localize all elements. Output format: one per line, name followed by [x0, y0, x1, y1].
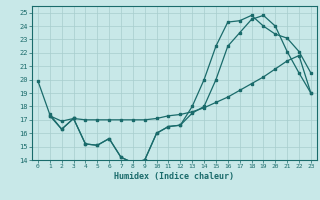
X-axis label: Humidex (Indice chaleur): Humidex (Indice chaleur) — [115, 172, 234, 181]
